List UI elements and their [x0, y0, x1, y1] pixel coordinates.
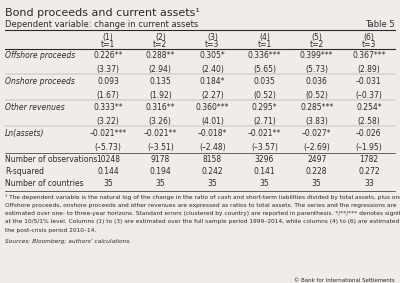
Text: (2.89): (2.89) [358, 65, 380, 74]
Text: (–2.69): (–2.69) [303, 143, 330, 152]
Text: 0.254*: 0.254* [356, 103, 382, 112]
Text: (–5.73): (–5.73) [95, 143, 122, 152]
Text: (1): (1) [103, 33, 114, 42]
Text: (6): (6) [364, 33, 374, 42]
Text: (–1.95): (–1.95) [356, 143, 382, 152]
Text: 0.135: 0.135 [149, 77, 171, 86]
Text: –0.026: –0.026 [356, 129, 382, 138]
Text: –0.021**: –0.021** [248, 129, 281, 138]
Text: 0.288**: 0.288** [146, 51, 175, 60]
Text: Ln(assets): Ln(assets) [5, 129, 44, 138]
Text: Number of observations: Number of observations [5, 155, 97, 164]
Text: Dependent variable: change in current assets: Dependent variable: change in current as… [5, 20, 198, 29]
Text: t=1: t=1 [258, 40, 272, 49]
Text: –0.027*: –0.027* [302, 129, 332, 138]
Text: 0.144: 0.144 [97, 167, 119, 176]
Text: 0.333**: 0.333** [93, 103, 123, 112]
Text: 0.399***: 0.399*** [300, 51, 334, 60]
Text: (5): (5) [311, 33, 322, 42]
Text: the post-crisis period 2010–14.: the post-crisis period 2010–14. [5, 228, 96, 233]
Text: –0.021***: –0.021*** [90, 129, 127, 138]
Text: 33: 33 [364, 179, 374, 188]
Text: 0.295*: 0.295* [252, 103, 277, 112]
Text: © Bank for International Settlements: © Bank for International Settlements [294, 278, 395, 283]
Text: 0.194: 0.194 [149, 167, 171, 176]
Text: (0.52): (0.52) [305, 91, 328, 100]
Text: (5.73): (5.73) [305, 65, 328, 74]
Text: 2497: 2497 [307, 155, 326, 164]
Text: Offshore proceeds: Offshore proceeds [5, 51, 75, 60]
Text: –0.031: –0.031 [356, 77, 382, 86]
Text: Table 5: Table 5 [365, 20, 395, 29]
Text: (5.65): (5.65) [253, 65, 276, 74]
Text: 0.036: 0.036 [306, 77, 328, 86]
Text: 0.035: 0.035 [254, 77, 276, 86]
Text: t=2: t=2 [153, 40, 167, 49]
Text: Other revenues: Other revenues [5, 103, 65, 112]
Text: 8158: 8158 [203, 155, 222, 164]
Text: 35: 35 [260, 179, 270, 188]
Text: 9178: 9178 [151, 155, 170, 164]
Text: (0.52): (0.52) [253, 91, 276, 100]
Text: (2.40): (2.40) [201, 65, 224, 74]
Text: 35: 35 [155, 179, 165, 188]
Text: (3.26): (3.26) [149, 117, 172, 126]
Text: (3.37): (3.37) [96, 65, 120, 74]
Text: estimated over one- to three-year horizons. Standard errors (clustered by countr: estimated over one- to three-year horizo… [5, 211, 400, 216]
Text: t=2: t=2 [310, 40, 324, 49]
Text: (3): (3) [207, 33, 218, 42]
Text: 1782: 1782 [359, 155, 378, 164]
Text: (4): (4) [259, 33, 270, 42]
Text: (4.01): (4.01) [201, 117, 224, 126]
Text: (2.27): (2.27) [201, 91, 224, 100]
Text: (3.22): (3.22) [97, 117, 120, 126]
Text: 0.141: 0.141 [254, 167, 275, 176]
Text: 0.226**: 0.226** [93, 51, 123, 60]
Text: (1.92): (1.92) [149, 91, 172, 100]
Text: Number of countries: Number of countries [5, 179, 84, 188]
Text: (–3.57): (–3.57) [251, 143, 278, 152]
Text: Onshore proceeds: Onshore proceeds [5, 77, 75, 86]
Text: t=3: t=3 [205, 40, 220, 49]
Text: (1.67): (1.67) [97, 91, 120, 100]
Text: 10248: 10248 [96, 155, 120, 164]
Text: Bond proceeds and current assets¹: Bond proceeds and current assets¹ [5, 8, 200, 18]
Text: (2.94): (2.94) [149, 65, 172, 74]
Text: 0.242: 0.242 [202, 167, 223, 176]
Text: (2.71): (2.71) [253, 117, 276, 126]
Text: t=1: t=1 [101, 40, 115, 49]
Text: 3296: 3296 [255, 155, 274, 164]
Text: (–2.48): (–2.48) [199, 143, 226, 152]
Text: Offshore proceeds, onshore proceeds and other revenues are expressed as ratios t: Offshore proceeds, onshore proceeds and … [5, 203, 397, 207]
Text: 0.093: 0.093 [97, 77, 119, 86]
Text: 0.305*: 0.305* [200, 51, 225, 60]
Text: R-squared: R-squared [5, 167, 44, 176]
Text: 0.360***: 0.360*** [196, 103, 229, 112]
Text: 0.316**: 0.316** [146, 103, 175, 112]
Text: 0.272: 0.272 [358, 167, 380, 176]
Text: (3.83): (3.83) [305, 117, 328, 126]
Text: (–0.37): (–0.37) [356, 91, 382, 100]
Text: t=3: t=3 [362, 40, 376, 49]
Text: (2.58): (2.58) [358, 117, 380, 126]
Text: 35: 35 [208, 179, 217, 188]
Text: (2): (2) [155, 33, 166, 42]
Text: at the 10/5/1% level. Columns (1) to (3) are estimated over the full sample peri: at the 10/5/1% level. Columns (1) to (3)… [5, 220, 400, 224]
Text: 0.184*: 0.184* [200, 77, 225, 86]
Text: 35: 35 [103, 179, 113, 188]
Text: ¹ The dependent variable is the natural log of the change in the ratio of cash a: ¹ The dependent variable is the natural … [5, 194, 400, 200]
Text: –0.021**: –0.021** [144, 129, 177, 138]
Text: 0.285***: 0.285*** [300, 103, 333, 112]
Text: Sources: Bloomberg; authors’ calculations.: Sources: Bloomberg; authors’ calculation… [5, 239, 131, 243]
Text: 0.228: 0.228 [306, 167, 328, 176]
Text: 0.367***: 0.367*** [352, 51, 386, 60]
Text: –0.018*: –0.018* [198, 129, 227, 138]
Text: 0.336***: 0.336*** [248, 51, 281, 60]
Text: (–3.51): (–3.51) [147, 143, 174, 152]
Text: 35: 35 [312, 179, 322, 188]
